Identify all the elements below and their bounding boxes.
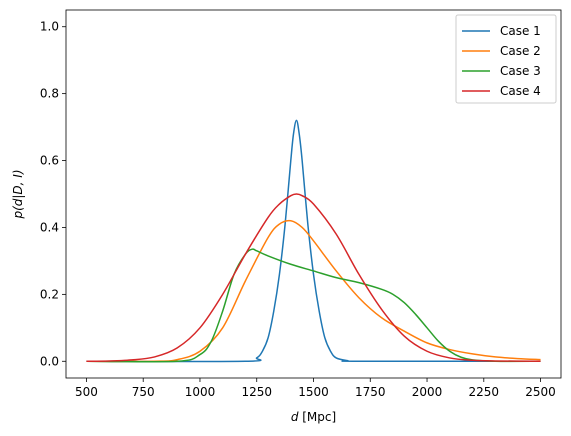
- x-tick-label: 2500: [525, 385, 556, 399]
- x-tick-label: 1750: [355, 385, 386, 399]
- series-line-case-3: [86, 248, 541, 363]
- x-axis-label: d [Mpc]: [291, 410, 336, 424]
- x-tick-label: 1000: [185, 385, 216, 399]
- x-tick-label: 2250: [469, 385, 500, 399]
- y-tick-label: 0.8: [40, 87, 59, 101]
- x-tick-label: 500: [75, 385, 98, 399]
- x-axis-label-unit: [Mpc]: [298, 410, 336, 424]
- x-tick-label: 2000: [412, 385, 443, 399]
- legend-frame: [455, 14, 557, 104]
- legend-label-case-1: Case 1: [500, 24, 541, 38]
- legend-label-case-3: Case 3: [500, 64, 541, 78]
- x-axis-label-variable: d: [291, 410, 299, 424]
- x-tick-label: 750: [132, 385, 155, 399]
- legend: Case 1 Case 2 Case 3 Case 4: [455, 14, 557, 104]
- series-layer: [86, 119, 541, 363]
- y-tick-label: 0.6: [40, 154, 59, 168]
- series-line-case-4: [86, 193, 541, 363]
- x-tick-label: 1250: [241, 385, 272, 399]
- y-tick-label: 0.2: [40, 287, 59, 301]
- legend-label-case-2: Case 2: [500, 44, 541, 58]
- x-tick-label: 1500: [298, 385, 329, 399]
- series-line-case-1: [86, 119, 541, 363]
- x-axis: 500 750 1000 1250 1500 1750 2000 2250 2500: [75, 378, 556, 399]
- y-axis: 0.0 0.2 0.4 0.6 0.8 1.0: [40, 20, 66, 368]
- y-tick-label: 0.4: [40, 220, 59, 234]
- y-tick-label: 1.0: [40, 20, 59, 34]
- y-tick-label: 0.0: [40, 354, 59, 368]
- series-line-case-2: [86, 219, 541, 363]
- y-axis-label: p(d|D, I): [11, 169, 25, 219]
- legend-label-case-4: Case 4: [500, 84, 541, 98]
